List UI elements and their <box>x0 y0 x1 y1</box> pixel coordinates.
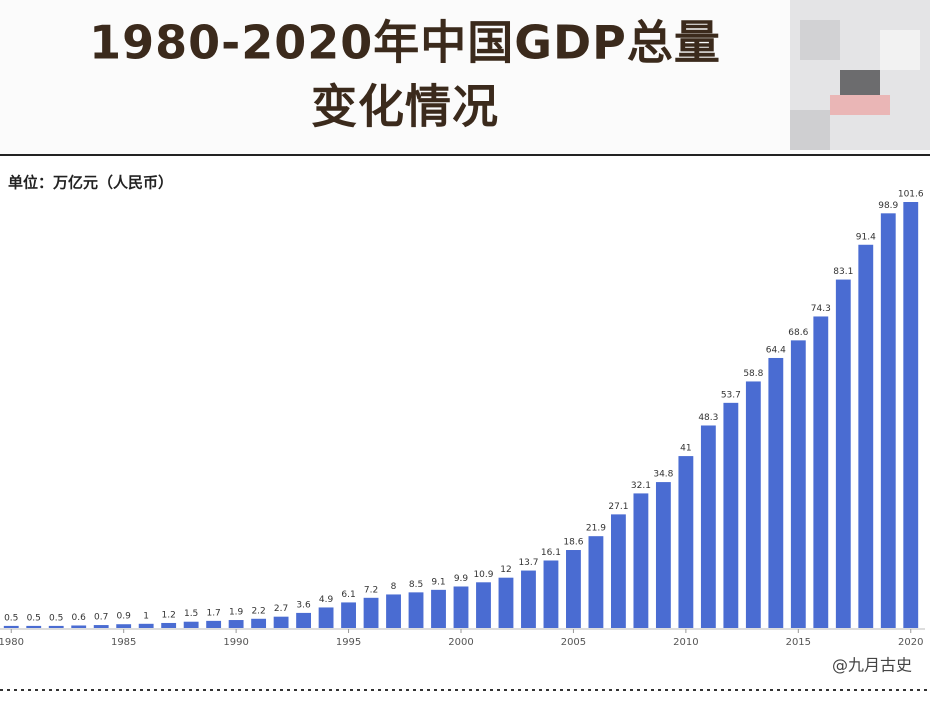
value-label: 8.5 <box>409 580 423 590</box>
value-label: 34.8 <box>653 470 673 480</box>
value-label: 58.8 <box>743 369 763 379</box>
x-tick-label: 2015 <box>786 637 811 648</box>
value-label: 12 <box>500 565 511 575</box>
x-tick-label: 1985 <box>111 637 136 648</box>
value-label: 0.6 <box>72 613 87 623</box>
value-label: 64.4 <box>766 345 786 355</box>
bar <box>858 244 874 629</box>
bar <box>386 594 401 628</box>
value-label: 10.9 <box>473 570 493 580</box>
value-label: 48.3 <box>698 413 718 423</box>
x-tick-label: 1990 <box>223 637 248 648</box>
bar <box>723 402 739 628</box>
bar <box>700 425 716 628</box>
bar <box>543 560 559 628</box>
bar <box>48 625 64 628</box>
value-label: 101.6 <box>898 190 924 200</box>
value-label: 2.7 <box>274 604 288 614</box>
x-tick-label: 1995 <box>336 637 361 648</box>
bar <box>408 592 424 628</box>
bar <box>768 357 784 628</box>
bar <box>903 202 919 628</box>
bar <box>3 625 19 628</box>
bar <box>633 493 649 628</box>
bar <box>318 607 334 628</box>
value-label: 1.2 <box>161 610 175 620</box>
value-label: 7.2 <box>364 585 378 595</box>
value-label: 83.1 <box>833 267 853 277</box>
value-label: 41 <box>680 444 691 454</box>
bar <box>790 340 806 628</box>
bar <box>206 620 222 628</box>
x-tick-label: 2010 <box>673 637 698 648</box>
bar <box>453 586 469 628</box>
bar <box>655 482 671 628</box>
bar <box>93 625 109 628</box>
value-label: 4.9 <box>319 595 334 605</box>
value-label: 18.6 <box>563 538 583 548</box>
watermark: @九月古史 <box>832 656 912 675</box>
bar <box>273 616 289 628</box>
value-label: 8 <box>391 582 397 592</box>
bar <box>161 622 177 628</box>
bar <box>363 597 379 628</box>
value-label: 0.5 <box>4 613 18 623</box>
bar <box>138 623 154 628</box>
bar <box>476 582 491 628</box>
x-tick-label: 2020 <box>898 637 923 648</box>
unit-label: 单位：万亿元（人民币） <box>8 174 173 192</box>
value-label: 68.6 <box>788 328 808 338</box>
bar <box>610 514 626 628</box>
bar <box>566 550 581 628</box>
bar <box>26 625 42 628</box>
value-label: 98.9 <box>878 201 898 211</box>
bar <box>678 456 694 628</box>
bar <box>431 589 446 628</box>
value-label: 53.7 <box>721 390 741 400</box>
value-label: 1.7 <box>206 608 220 618</box>
x-tick-label: 1980 <box>0 637 24 648</box>
chart-title: 变化情况 <box>311 80 499 134</box>
bar <box>813 316 829 628</box>
value-label: 74.3 <box>811 304 831 314</box>
bar <box>183 621 199 628</box>
value-label: 2.2 <box>251 606 265 616</box>
x-tick-label: 2005 <box>561 637 586 648</box>
value-label: 0.9 <box>117 612 132 622</box>
bar <box>71 625 87 628</box>
bar <box>228 620 244 628</box>
bar <box>880 213 896 628</box>
value-label: 0.7 <box>94 613 108 623</box>
title-band <box>0 0 930 155</box>
value-label: 13.7 <box>518 558 538 568</box>
bar <box>341 602 356 628</box>
bar <box>835 279 851 628</box>
bar <box>498 577 514 628</box>
value-label: 16.1 <box>541 548 561 558</box>
bar <box>588 536 604 628</box>
value-label: 1.9 <box>229 608 244 618</box>
blurred-avatar <box>790 0 930 150</box>
bar <box>521 570 536 628</box>
value-label: 21.9 <box>586 524 606 534</box>
value-label: 32.1 <box>631 481 651 491</box>
value-label: 27.1 <box>608 502 628 512</box>
value-label: 1 <box>143 611 149 621</box>
value-label: 3.6 <box>296 600 311 610</box>
value-label: 0.5 <box>27 613 41 623</box>
value-label: 6.1 <box>341 590 355 600</box>
value-label: 9.9 <box>454 574 469 584</box>
x-tick-label: 2000 <box>448 637 473 648</box>
value-label: 1.5 <box>184 609 198 619</box>
value-label: 0.5 <box>49 613 63 623</box>
value-label: 9.1 <box>431 577 445 587</box>
value-label: 91.4 <box>856 232 876 242</box>
bar <box>745 381 761 628</box>
bar <box>251 618 267 628</box>
chart-title: 1980-2020年中国GDP总量 <box>89 16 721 70</box>
bar <box>116 624 132 628</box>
bar <box>296 612 312 628</box>
